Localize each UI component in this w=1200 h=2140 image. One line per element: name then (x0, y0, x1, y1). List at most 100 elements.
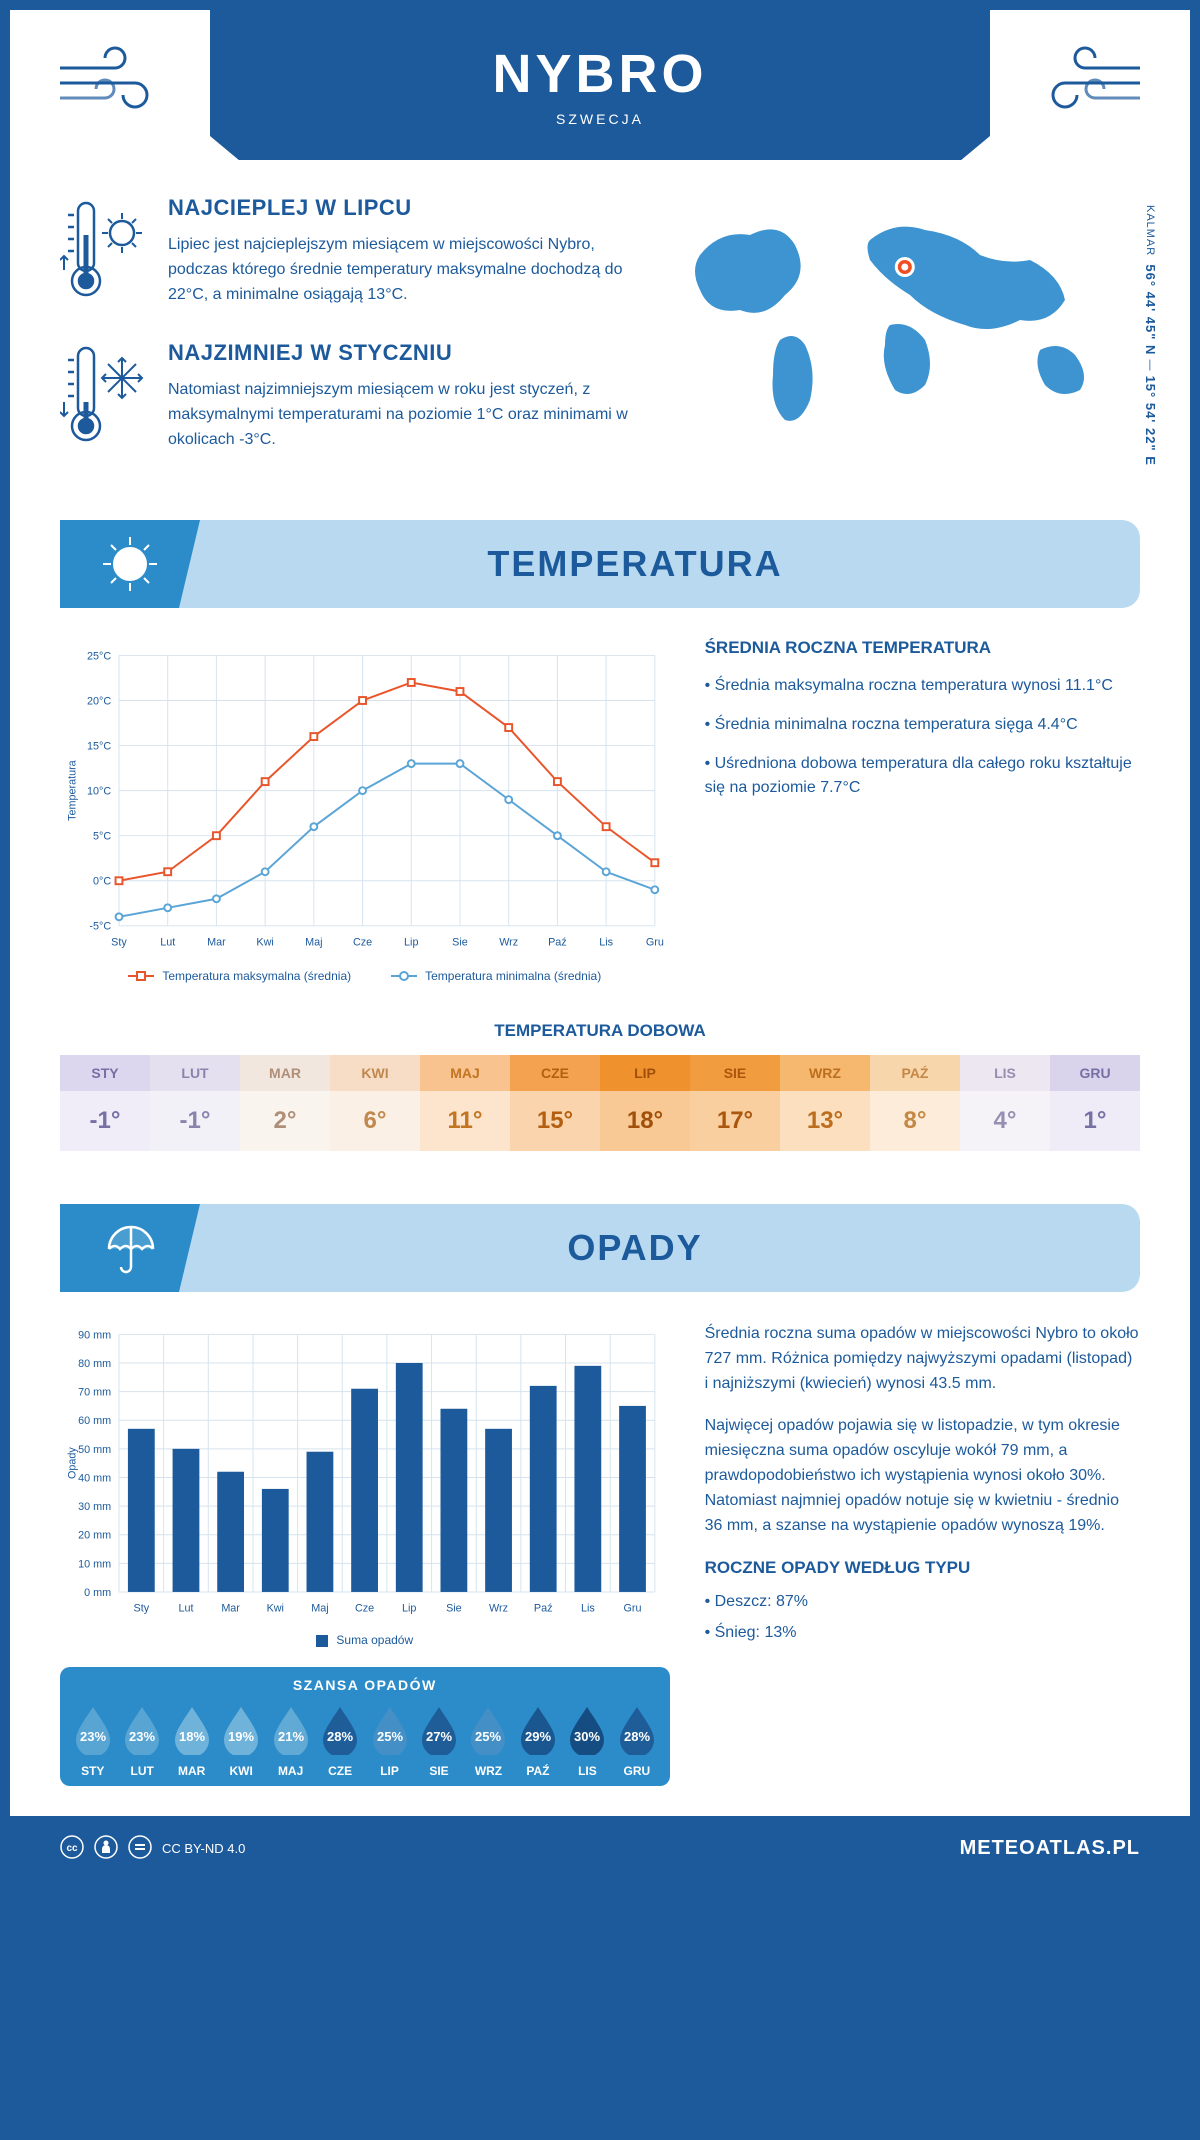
svg-text:Lip: Lip (402, 1603, 416, 1615)
svg-text:5°C: 5°C (93, 831, 111, 843)
svg-text:Wrz: Wrz (499, 936, 518, 948)
svg-text:Lut: Lut (160, 936, 175, 948)
sun-icon (60, 520, 200, 608)
svg-text:30%: 30% (574, 1729, 600, 1744)
header-wind-right (990, 10, 1190, 160)
header: NYBRO SZWECJA (10, 10, 1190, 160)
svg-text:Sie: Sie (446, 1603, 462, 1615)
precip-p2: Najwięcej opadów pojawia się w listopadz… (705, 1414, 1140, 1538)
chance-drop: 29%PAŹ (513, 1703, 562, 1778)
world-map: KALMAR 56° 44' 45" N — 15° 54' 22" E (660, 195, 1140, 485)
svg-text:Cze: Cze (355, 1603, 374, 1615)
wind-icon (50, 43, 170, 128)
svg-text:Opady: Opady (67, 1447, 79, 1479)
svg-text:70 mm: 70 mm (78, 1387, 111, 1399)
precip-p1: Średnia roczna suma opadów w miejscowośc… (705, 1322, 1140, 1396)
warmest-text: Lipiec jest najcieplejszym miesiącem w m… (168, 233, 630, 307)
precip-types-title: ROCZNE OPADY WEDŁUG TYPU (705, 1558, 1140, 1578)
svg-text:19%: 19% (228, 1729, 254, 1744)
annual-temp-title: ŚREDNIA ROCZNA TEMPERATURA (705, 638, 1140, 658)
chance-drop: 23%LUT (117, 1703, 166, 1778)
svg-text:Kwi: Kwi (267, 1603, 284, 1615)
svg-text:Wrz: Wrz (489, 1603, 508, 1615)
svg-text:Gru: Gru (624, 1603, 642, 1615)
svg-text:Lis: Lis (599, 936, 613, 948)
license-text: CC BY-ND 4.0 (162, 1841, 245, 1856)
annual-temp-bullet: • Uśredniona dobowa temperatura dla całe… (705, 752, 1140, 802)
chance-drop: 30%LIS (563, 1703, 612, 1778)
svg-text:10 mm: 10 mm (78, 1558, 111, 1570)
svg-text:0°C: 0°C (93, 876, 111, 888)
svg-text:28%: 28% (327, 1729, 353, 1744)
daily-temp-cell: MAR2° (240, 1055, 330, 1169)
coldest-block: NAJZIMNIEJ W STYCZNIU Natomiast najzimni… (60, 340, 630, 455)
legend-min: Temperatura minimalna (średnia) (391, 969, 601, 983)
svg-text:50 mm: 50 mm (78, 1444, 111, 1456)
section-title: TEMPERATURA (130, 543, 1140, 585)
chance-drop: 28%CZE (315, 1703, 364, 1778)
umbrella-icon (60, 1204, 200, 1292)
chance-drop: 21%MAJ (266, 1703, 315, 1778)
country-name: SZWECJA (556, 111, 644, 127)
daily-temp-cell: SIE17° (690, 1055, 780, 1169)
svg-text:10°C: 10°C (87, 786, 111, 798)
coldest-text: Natomiast najzimniejszym miesiącem w rok… (168, 378, 630, 452)
svg-text:40 mm: 40 mm (78, 1472, 111, 1484)
daily-temp-cell: MAJ11° (420, 1055, 510, 1169)
chance-drop: 18%MAR (167, 1703, 216, 1778)
chance-drop: 27%SIE (414, 1703, 463, 1778)
svg-text:Mar: Mar (207, 936, 226, 948)
precipitation-bar-chart: 0 mm 10 mm 20 mm 30 mm 40 mm 50 mm 60 mm 70 mm 8… (60, 1322, 670, 1647)
svg-text:Cze: Cze (353, 936, 372, 948)
svg-text:Lip: Lip (404, 936, 418, 948)
daily-temp-cell: LIS4° (960, 1055, 1050, 1169)
site-name: METEOATLAS.PL (960, 1837, 1140, 1860)
nd-icon (128, 1835, 152, 1862)
coldest-title: NAJZIMNIEJ W STYCZNIU (168, 340, 630, 366)
svg-text:cc: cc (66, 1843, 78, 1854)
daily-temp-cell: WRZ13° (780, 1055, 870, 1169)
city-name: NYBRO (492, 43, 707, 105)
svg-text:30 mm: 30 mm (78, 1501, 111, 1513)
precipitation-info: Średnia roczna suma opadów w miejscowośc… (705, 1322, 1140, 1786)
chance-title: SZANSA OPADÓW (68, 1677, 662, 1693)
precipitation-chance: SZANSA OPADÓW 23%STY23%LUT18%MAR19%KWI21… (60, 1667, 670, 1786)
warmest-title: NAJCIEPLEJ W LIPCU (168, 195, 630, 221)
svg-text:80 mm: 80 mm (78, 1358, 111, 1370)
svg-text:23%: 23% (80, 1729, 106, 1744)
thermometer-cold-icon (60, 340, 150, 455)
daily-temp-cell: CZE15° (510, 1055, 600, 1169)
precip-type: • Deszcz: 87% (705, 1590, 1140, 1615)
daily-temp-title: TEMPERATURA DOBOWA (10, 1021, 1190, 1041)
annual-temp-bullet: • Średnia minimalna roczna temperatura s… (705, 713, 1140, 738)
svg-text:90 mm: 90 mm (78, 1329, 111, 1341)
section-header-precipitation: OPADY (60, 1204, 1140, 1292)
chance-drop: 25%LIP (365, 1703, 414, 1778)
precip-type: • Śnieg: 13% (705, 1621, 1140, 1646)
annual-temp-info: ŚREDNIA ROCZNA TEMPERATURA • Średnia mak… (705, 638, 1140, 983)
svg-text:-5°C: -5°C (89, 921, 111, 933)
svg-text:25°C: 25°C (87, 650, 111, 662)
svg-text:18%: 18% (179, 1729, 205, 1744)
svg-text:60 mm: 60 mm (78, 1415, 111, 1427)
legend-max: Temperatura maksymalna (średnia) (128, 969, 351, 983)
svg-text:Sie: Sie (452, 936, 468, 948)
svg-text:Lut: Lut (178, 1603, 193, 1615)
svg-text:0 mm: 0 mm (84, 1587, 111, 1599)
daily-temp-cell: PAŹ8° (870, 1055, 960, 1169)
chance-drop: 25%WRZ (464, 1703, 513, 1778)
svg-text:15°C: 15°C (87, 740, 111, 752)
svg-text:20 mm: 20 mm (78, 1530, 111, 1542)
header-wind-left (10, 10, 210, 160)
by-icon (94, 1835, 118, 1862)
svg-text:25%: 25% (475, 1729, 501, 1744)
daily-temp-cell: LIP18° (600, 1055, 690, 1169)
coordinates: KALMAR 56° 44' 45" N — 15° 54' 22" E (1143, 205, 1158, 466)
svg-text:Maj: Maj (311, 1603, 328, 1615)
svg-text:Paź: Paź (548, 936, 567, 948)
section-title: OPADY (130, 1227, 1140, 1269)
chance-drop: 23%STY (68, 1703, 117, 1778)
svg-text:28%: 28% (624, 1729, 650, 1744)
daily-temp-grid: STY-1°LUT-1°MAR2°KWI6°MAJ11°CZE15°LIP18°… (60, 1055, 1140, 1169)
chance-drop: 19%KWI (216, 1703, 265, 1778)
